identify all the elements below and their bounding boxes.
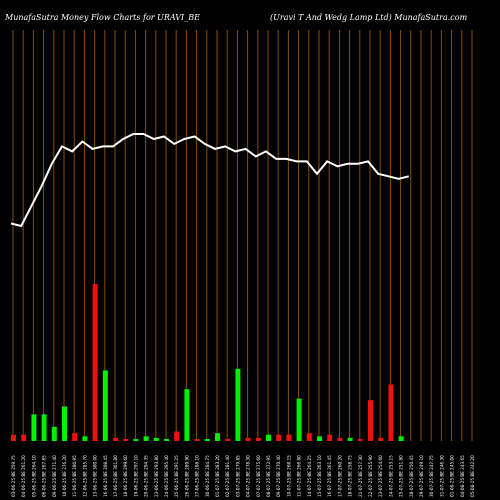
money-flow-bar [123, 439, 129, 441]
money-flow-bar [72, 433, 78, 441]
x-tick-label: 06-06-25 BE 267.85 [42, 455, 47, 497]
x-tick-label: 31-07-25 BE 246.30 [439, 455, 444, 497]
money-flow-bar [327, 434, 333, 441]
x-tick-label: 11-06-25 BE 280.95 [72, 455, 77, 497]
money-flow-bar [51, 426, 57, 441]
money-flow-bar [194, 439, 200, 441]
chart-subtitle: (Uravi T And Wedg Lamp Ltd) MunafaSutra.… [270, 13, 468, 22]
x-tick-label: 08-07-25 BE 272.95 [266, 455, 271, 497]
x-tick-label: 18-06-25 BE 299.60 [123, 455, 128, 497]
x-tick-label: 14-07-25 BE 264.25 [307, 455, 312, 497]
money-flow-bar [215, 433, 220, 441]
x-tick-label: 17-06-25 BE 301.80 [113, 455, 118, 497]
x-tick-label: 03-07-25 BE 279.85 [235, 455, 240, 497]
money-flow-bar [276, 434, 282, 441]
money-flow-bar [388, 384, 394, 441]
money-flow-bar [357, 439, 363, 441]
x-tick-label: 05-06-25 BE 264.10 [31, 455, 36, 497]
x-tick-label: 19-06-25 BE 297.10 [133, 455, 138, 497]
x-tick-label: 30-07-25 BE 247.75 [429, 455, 434, 497]
money-flow-bar [306, 433, 312, 441]
money-flow-bar [235, 368, 241, 441]
money-flow-bar [41, 414, 47, 441]
x-tick-label: 18-07-25 BE 258.75 [348, 455, 353, 497]
x-tick-label: 09-07-25 BE 270.40 [276, 455, 281, 497]
x-tick-label: 10-07-25 BE 268.15 [286, 455, 291, 497]
x-tick-label: 12-06-25 BE 285.70 [82, 455, 87, 497]
money-flow-bar [266, 434, 271, 441]
x-tick-label: 17-07-25 BE 260.20 [337, 455, 342, 497]
x-tick-label: 24-07-25 BE 253.15 [388, 455, 393, 497]
money-flow-bar [368, 400, 373, 441]
x-tick-label: 10-06-25 BE 276.20 [62, 455, 67, 497]
money-flow-bar [174, 431, 180, 441]
x-tick-label: 24-06-25 BE 295.40 [164, 455, 169, 497]
money-flow-bar [225, 439, 231, 441]
money-flow-bar [133, 439, 139, 441]
x-tick-label: 27-06-25 BE 288.10 [195, 455, 200, 497]
money-flow-bar [82, 436, 88, 441]
money-flow-bar [102, 370, 108, 441]
x-tick-label: 01-08-25 BE 245.00 [450, 455, 455, 497]
x-tick-label: 21-07-25 BE 257.30 [358, 455, 363, 497]
money-flow-bar [62, 406, 67, 441]
x-tick-label: 13-06-25 BE 300.00 [93, 455, 98, 497]
money-flow-bar [164, 439, 169, 441]
money-flow-bar [286, 434, 292, 441]
x-tick-label: 20-06-25 BE 294.35 [144, 455, 149, 497]
x-tick-label: 29-07-25 BE 249.10 [419, 455, 424, 497]
money-flow-bar [398, 436, 404, 441]
x-tick-label: 16-07-25 BE 261.45 [327, 455, 332, 497]
money-flow-bar [378, 437, 384, 441]
x-tick-label: 11-07-25 BE 266.80 [297, 455, 302, 497]
x-tick-label: 04-06-25 BE 261.20 [21, 455, 26, 497]
x-tick-label: 03-06-25 BE 259.75 [11, 455, 16, 497]
x-tick-label: 07-07-25 BE 275.60 [256, 455, 261, 497]
x-tick-label: 09-06-25 BE 271.40 [52, 455, 57, 497]
money-flow-bar [153, 437, 159, 441]
x-tick-label: 02-07-25 BE 281.40 [225, 455, 230, 497]
money-flow-bar [337, 437, 343, 441]
x-tick-label: 01-07-25 BE 283.20 [215, 455, 220, 497]
money-flow-bar [245, 437, 251, 441]
money-flow-bar [92, 284, 98, 441]
chart-title: MunafaSutra Money Flow Charts for URAVI_… [5, 13, 200, 22]
x-tick-label: 04-08-25 BE 243.65 [460, 455, 465, 497]
money-flow-bar [255, 437, 261, 441]
money-flow-bar [204, 439, 210, 441]
price-line [10, 133, 410, 228]
money-flow-bar [113, 437, 118, 441]
x-tick-label: 23-06-25 BE 293.80 [154, 455, 159, 497]
money-flow-bar [184, 389, 190, 441]
x-tick-label: 28-07-25 BE 250.45 [409, 455, 414, 497]
money-flow-bar [347, 437, 353, 441]
money-flow-bar [317, 436, 322, 441]
x-tick-label: 30-06-25 BE 284.75 [205, 455, 210, 497]
x-tick-label: 25-06-25 BE 291.25 [174, 455, 179, 497]
x-tick-label: 15-07-25 BE 263.10 [317, 455, 322, 497]
x-tick-label: 04-07-25 BE 278.30 [246, 455, 251, 497]
money-flow-bar [31, 414, 37, 441]
x-tick-label: 05-08-25 BE 242.20 [470, 455, 475, 497]
money-flow-bar [21, 434, 27, 441]
x-tick-label: 16-06-25 BE 298.45 [103, 455, 108, 497]
x-tick-label: 23-07-25 BE 254.60 [378, 455, 383, 497]
money-flow-bar [11, 434, 16, 441]
money-flow-bar [143, 436, 149, 441]
money-flow-bar [296, 398, 302, 441]
x-tick-label: 25-07-25 BE 251.80 [399, 455, 404, 497]
x-tick-label: 26-06-25 BE 289.90 [184, 455, 189, 497]
x-tick-label: 22-07-25 BE 255.90 [368, 455, 373, 497]
